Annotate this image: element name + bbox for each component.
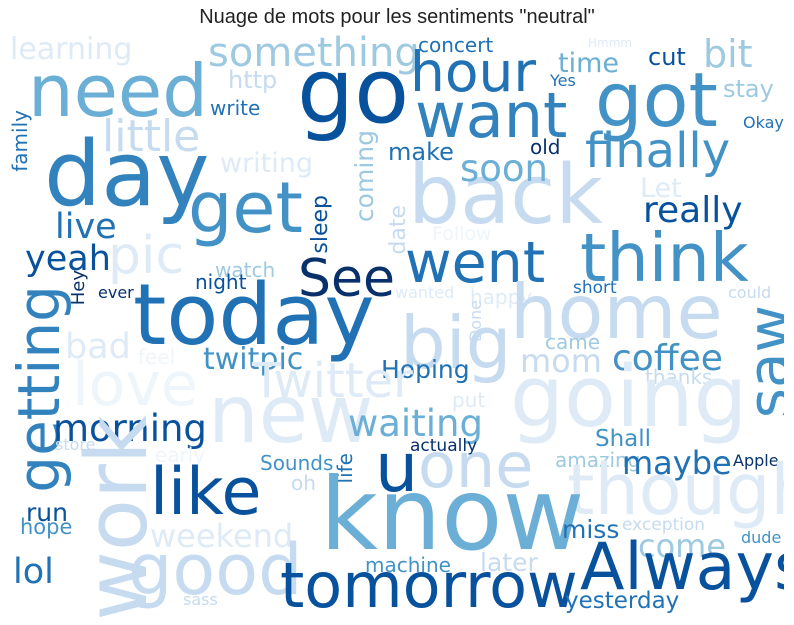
word-really: really (643, 190, 743, 231)
word-went: went (405, 230, 546, 296)
word-big: big (400, 301, 512, 385)
word-go: go (297, 39, 410, 144)
word-new: new (208, 368, 374, 461)
word-live: live (55, 207, 117, 247)
word-family: family (10, 110, 32, 172)
word-make: make (388, 138, 454, 166)
word-tomorrow: tomorrow (280, 549, 578, 617)
word-twitter: Twitter (252, 353, 413, 409)
word-exception: exception (622, 515, 706, 535)
word-dude: dude (741, 528, 782, 547)
word-later: later (480, 548, 538, 577)
word-hope: hope (20, 515, 73, 539)
word-u: u (375, 429, 419, 508)
word-come: come (638, 527, 727, 565)
word-yes: Yes (550, 71, 576, 90)
word-let: Let (640, 173, 682, 204)
word-sleep: sleep (308, 195, 333, 254)
word-soon: soon (460, 147, 549, 190)
word-amazing: amazing (555, 448, 641, 472)
word-actually: actually (410, 436, 478, 456)
word-happy: happy (470, 285, 533, 309)
word-oh: oh (291, 471, 316, 495)
word-http: http (228, 66, 278, 94)
word-shall: Shall (595, 426, 652, 452)
word-coffee: coffee (612, 338, 723, 379)
word-early: early (155, 443, 206, 467)
word-little: little (102, 111, 201, 162)
page-title: Nuage de mots pour les sentiments "neutr… (199, 6, 595, 28)
word-okay: Okay (743, 113, 784, 132)
word-cut: cut (648, 43, 686, 71)
word-night: night (195, 270, 247, 294)
word-bit: bit (703, 35, 753, 76)
word-day: day (44, 122, 210, 227)
word-yeah: yeah (25, 239, 111, 279)
word-ever: ever (98, 283, 134, 302)
word-hmmm: Hmmm (588, 36, 633, 50)
word-store: store (55, 435, 96, 454)
word-short: short (573, 278, 617, 298)
word-run: run (26, 498, 68, 527)
word-lol: lol (13, 552, 54, 592)
word-old: old (530, 135, 561, 159)
word-thanks: thanks (645, 365, 713, 389)
word-want: want (415, 79, 568, 152)
word-apple: Apple (733, 451, 779, 470)
word-yesterday: yesterday (565, 588, 680, 614)
word-learning: learning (10, 35, 133, 67)
word-feel: feel (138, 345, 176, 369)
word-something: something (208, 35, 420, 76)
word-back: back (408, 148, 603, 243)
word-coming: coming (350, 130, 379, 223)
word-though: though (567, 449, 784, 531)
word-machine: machine (365, 553, 451, 577)
word-need: need (28, 49, 208, 133)
word-get: get (188, 167, 303, 249)
word-waiting: waiting (348, 402, 483, 445)
word-see: See (298, 249, 395, 309)
word-one: one (418, 429, 534, 502)
word-hoping: Hoping (381, 355, 470, 384)
word-watch: watch (215, 258, 276, 282)
word-sounds: Sounds (260, 451, 334, 475)
word-pic: pic (108, 226, 185, 286)
word-hour: hour (410, 40, 536, 104)
word-finally: finally (585, 123, 731, 179)
word-could: could (728, 283, 772, 302)
word-bad: bad (65, 327, 131, 367)
word-sass: sass (183, 590, 218, 609)
word-put: put (452, 388, 486, 412)
word-write: write (210, 96, 261, 120)
word-follow: Follow (432, 223, 492, 245)
word-know: know (320, 456, 585, 573)
word-getting: getting (10, 285, 73, 493)
word-got: got (595, 56, 718, 144)
word-good: good (128, 529, 303, 611)
word-today: today (133, 266, 375, 365)
word-wanted: wanted (395, 283, 455, 302)
word-mom: mom (520, 342, 602, 380)
word-concert: concert (418, 35, 494, 57)
word-home: home (510, 268, 723, 356)
word-going: going (510, 348, 748, 447)
word-maybe: maybe (622, 444, 732, 482)
word-think: think (580, 219, 749, 297)
word-love: love (72, 350, 198, 420)
word-done: Done (466, 300, 485, 343)
word-cloud: learning need day little get pic something go ho… (10, 35, 784, 617)
word-came: came (545, 330, 601, 354)
word-twitpic: twitpic (203, 342, 304, 377)
word-writing: writing (220, 148, 314, 179)
word-like: like (150, 455, 262, 530)
word-time: time (558, 48, 620, 79)
word-weekend: weekend (150, 517, 294, 555)
word-miss: miss (562, 515, 620, 544)
word-morning: morning (53, 407, 207, 450)
word-stay: stay (723, 75, 774, 103)
